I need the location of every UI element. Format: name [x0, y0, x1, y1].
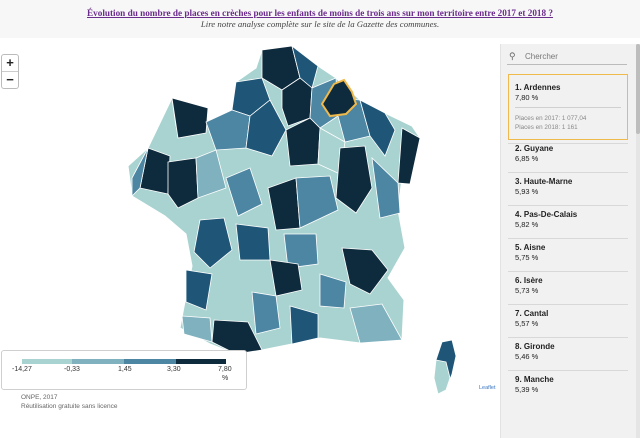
source-line: ONPE, 2017	[21, 394, 58, 401]
divider	[508, 304, 628, 305]
ranking-item[interactable]: 6. Isère 5,73 %	[515, 276, 625, 295]
zoom-in-button[interactable]: +	[6, 55, 14, 70]
divider	[508, 143, 628, 144]
page-subtitle: Lire notre analyse complète sur le site …	[200, 19, 440, 29]
ranking-item[interactable]: 4. Pas-De-Calais 5,82 %	[515, 210, 625, 229]
ranking-sidebar: ⚲ Chercher 1. Ardennes 7,80 % Places en …	[500, 44, 637, 438]
ranking-item[interactable]: 5. Aisne 5,75 %	[515, 243, 625, 262]
zoom-control: + −	[1, 54, 19, 89]
ranking-item-name: 9. Manche	[515, 375, 554, 384]
legend-unit: %	[222, 375, 229, 382]
map-legend: -14,27 -0,33 1,45 3,30 7,80 %	[1, 350, 247, 390]
legend-swatch-3	[124, 359, 176, 364]
ranking-item[interactable]: 8. Gironde 5,46 %	[515, 342, 625, 361]
department-name: 1. Ardennes	[515, 83, 561, 92]
ranking-item[interactable]: 2. Guyane 6,85 %	[515, 144, 625, 163]
divider	[508, 370, 628, 371]
ardennes-highlight[interactable]	[320, 78, 358, 118]
source-note: ONPE, 2017 Réutilisation gratuite sans l…	[21, 393, 117, 411]
ranking-item[interactable]: 7. Cantal 5,57 %	[515, 309, 625, 328]
legend-tick: -14,27	[12, 366, 32, 373]
ranking-item-value: 5,75 %	[515, 253, 539, 262]
ranking-item-name: 8. Gironde	[515, 342, 555, 351]
leaflet-attribution-link[interactable]: Leaflet	[479, 385, 496, 391]
ranking-item-name: 7. Cantal	[515, 309, 549, 318]
ranking-item-value: 5,73 %	[515, 286, 539, 295]
legend-tick: 3,30	[167, 366, 181, 373]
legend-swatch-2	[72, 359, 124, 364]
department-shapes[interactable]	[131, 44, 421, 355]
choropleth-map[interactable]	[0, 38, 500, 398]
places-2018: Places en 2018: 1 161	[515, 124, 578, 131]
ranking-item-name: 6. Isère	[515, 276, 543, 285]
divider	[508, 205, 628, 206]
ranking-item[interactable]: 9. Manche 5,39 %	[515, 375, 625, 394]
divider	[508, 238, 628, 239]
divider	[508, 271, 628, 272]
department-value: 7,80 %	[515, 93, 539, 102]
legend-swatch-1	[22, 359, 72, 364]
ranking-item-name: 3. Haute-Marne	[515, 177, 573, 186]
zoom-out-button[interactable]: −	[2, 71, 18, 88]
legend-swatch-4	[176, 359, 226, 364]
ranking-item[interactable]: 3. Haute-Marne 5,93 %	[515, 177, 625, 196]
ranking-item-value: 5,39 %	[515, 385, 539, 394]
ranking-item-value: 5,82 %	[515, 220, 539, 229]
license-line: Réutilisation gratuite sans licence	[21, 403, 118, 410]
ranking-item-value: 6,85 %	[515, 154, 539, 163]
ranking-item-value: 5,57 %	[515, 319, 539, 328]
ranking-item-value: 5,46 %	[515, 352, 539, 361]
selected-department-card[interactable]: 1. Ardennes 7,80 % Places en 2017: 1 077…	[508, 74, 628, 140]
ranking-item-name: 4. Pas-De-Calais	[515, 210, 578, 219]
divider	[515, 107, 621, 108]
page-title-link[interactable]: Évolution du nombre de places en crèches…	[87, 8, 553, 18]
divider	[508, 337, 628, 338]
legend-tick: 1,45	[118, 366, 132, 373]
places-2017: Places en 2017: 1 077,04	[515, 115, 587, 122]
corse-south[interactable]	[433, 359, 451, 395]
legend-tick: -0,33	[64, 366, 80, 373]
scrollbar-thumb[interactable]	[636, 44, 640, 134]
legend-tick: 7,80	[218, 366, 232, 373]
search-box[interactable]: ⚲ Chercher	[507, 50, 627, 65]
page-header: Évolution du nombre de places en crèches…	[0, 0, 640, 38]
ranking-item-value: 5,93 %	[515, 187, 539, 196]
ranking-item-name: 2. Guyane	[515, 144, 554, 153]
sidebar-scrollbar[interactable]	[636, 44, 640, 438]
search-input[interactable]: Chercher	[525, 52, 558, 61]
ranking-item-name: 5. Aisne	[515, 243, 546, 252]
divider	[508, 172, 628, 173]
search-icon: ⚲	[509, 51, 516, 61]
